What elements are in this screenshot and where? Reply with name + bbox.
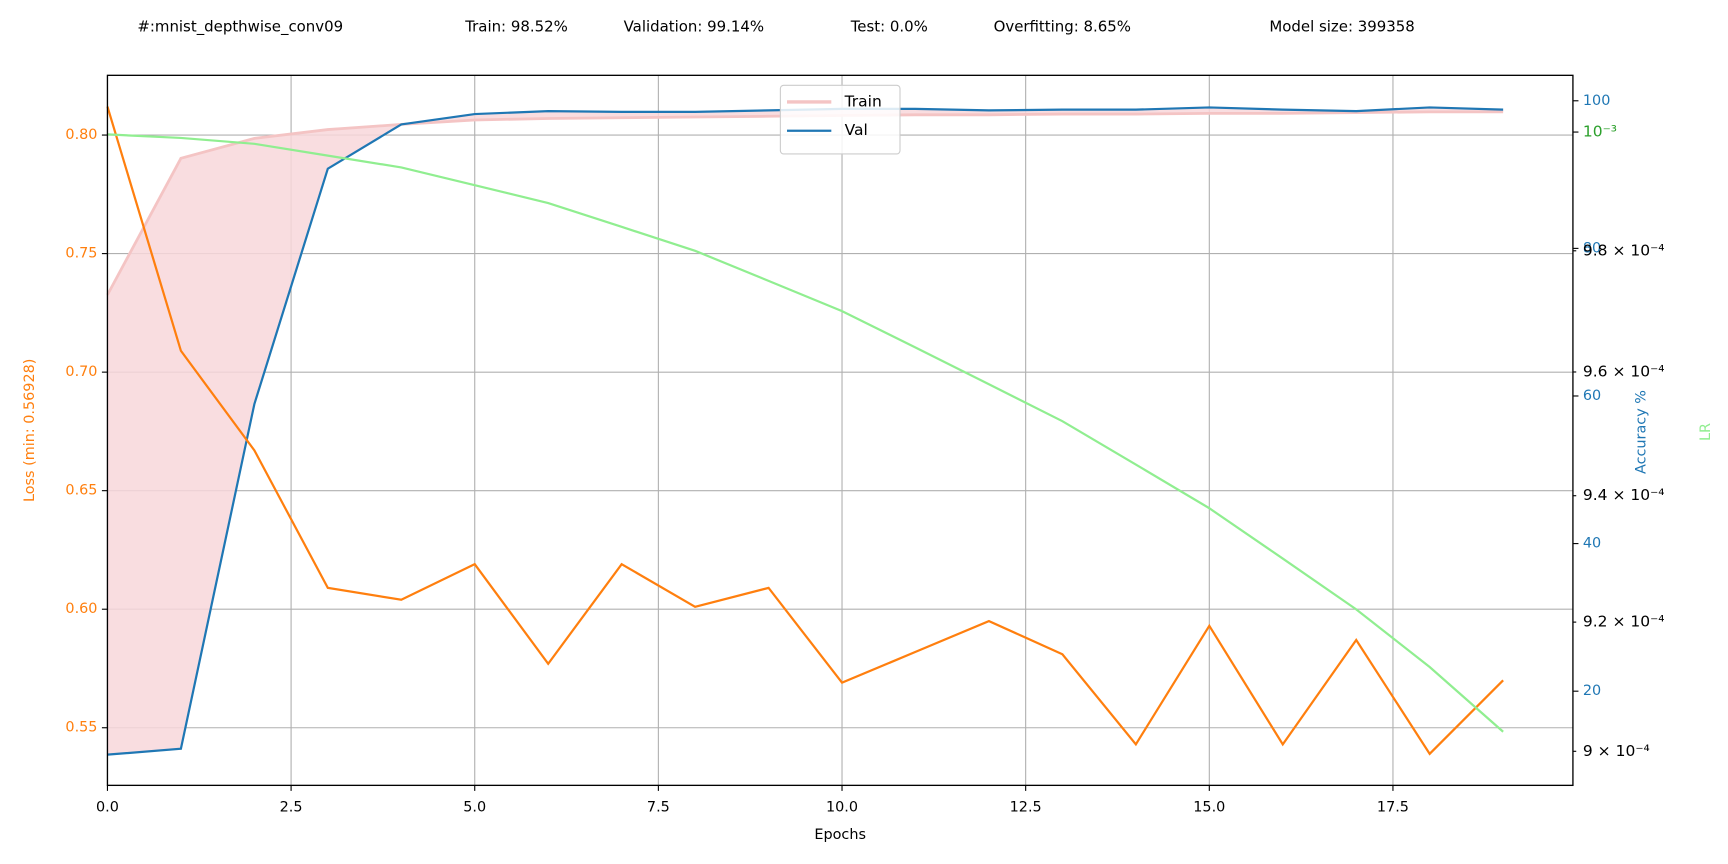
y2-tick-label: 100: [1583, 93, 1610, 109]
y2-tick-label: 80: [1583, 240, 1601, 256]
x-tick-label: 12.5: [1010, 800, 1042, 816]
y2-tick-label: 60: [1583, 388, 1601, 404]
legend-box: [779, 84, 901, 155]
x-tick-label: 0.0: [96, 800, 119, 816]
header-stat: Model size: 399358: [1269, 18, 1414, 36]
x-tick-label: 17.5: [1377, 800, 1409, 816]
x-tick-label: 5.0: [463, 800, 486, 816]
y-tick-label: 0.70: [65, 364, 97, 380]
y3-tick-label: 9.6 × 10⁻⁴: [1583, 362, 1665, 380]
y-tick-label: 0.55: [65, 720, 97, 736]
header-stat: #:mnist_depthwise_conv09: [137, 18, 343, 36]
header-stat: Train: 98.52%: [464, 18, 568, 36]
y-tick-label: 0.65: [65, 483, 97, 499]
y2-axis-label: Accuracy %: [1634, 390, 1650, 474]
y-axis-label: Loss (min: 0.56928): [22, 359, 38, 502]
y3-tick-label: 9.8 × 10⁻⁴: [1583, 241, 1665, 259]
header-stat: Test: 0.0%: [850, 18, 928, 36]
y-tick-label: 0.80: [65, 127, 97, 143]
x-tick-label: 7.5: [647, 800, 670, 816]
header-stat: Overfitting: 8.65%: [994, 18, 1131, 36]
y3-tick-label: 9.4 × 10⁻⁴: [1583, 486, 1665, 504]
y-tick-label: 0.75: [65, 246, 97, 262]
plot-frame: [106, 74, 1574, 787]
y2-tick-label: 40: [1583, 536, 1601, 552]
x-axis-label: Epochs: [814, 827, 866, 843]
x-tick-label: 2.5: [280, 800, 303, 816]
fill-area: [107, 107, 1504, 755]
header-stat: Validation: 99.14%: [624, 18, 764, 36]
line: [107, 133, 1504, 733]
legend-label: Val: [845, 121, 868, 139]
legend-label: Train: [844, 92, 882, 110]
y2-tick-label: 20: [1583, 683, 1601, 699]
x-tick-label: 10.0: [826, 800, 858, 816]
x-tick-label: 15.0: [1193, 800, 1225, 816]
y3-tick-label: 9.2 × 10⁻⁴: [1583, 613, 1665, 631]
line: [106, 106, 1504, 756]
y-tick-label: 0.60: [65, 601, 97, 617]
y3-axis-label: LR: [1698, 423, 1714, 441]
y3-tick-label: 10⁻³: [1583, 123, 1617, 141]
y3-tick-label: 9 × 10⁻⁴: [1583, 742, 1650, 760]
